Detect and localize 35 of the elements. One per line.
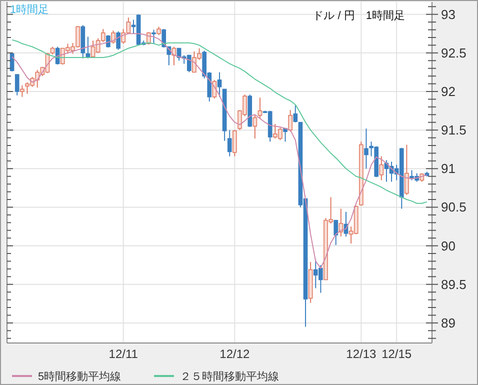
legend-label: ２５時間移動平均線 [180, 370, 279, 383]
chart-title: 1時間足 [10, 3, 50, 16]
candlestick [258, 97, 262, 119]
candlestick [111, 30, 116, 44]
candlestick [227, 130, 232, 157]
x-tick-label: 12/15 [382, 347, 412, 361]
y-tick-label: 90.5 [441, 200, 466, 215]
candlestick [364, 128, 368, 170]
candlestick [404, 144, 409, 196]
y-tick-label: 92 [441, 84, 456, 99]
legend-label: 5時間移動平均線 [38, 370, 122, 383]
y-tick-label: 92.5 [441, 45, 466, 60]
y-tick-label: 89 [441, 315, 456, 330]
text: ドル / 円 1時間足 [312, 9, 405, 22]
y-tick-label: 91.5 [441, 122, 466, 138]
x-tick-label: 12/12 [220, 347, 250, 361]
candlestick [334, 220, 338, 246]
candlestick [217, 72, 222, 98]
candlestick [288, 110, 293, 132]
candlestick [106, 34, 110, 48]
line-series [12, 39, 428, 204]
candlestick [14, 74, 20, 96]
y-tick-label: 89.5 [441, 276, 466, 292]
candlestick [116, 30, 120, 50]
candlestick [152, 29, 156, 44]
y-tick-label: 90 [441, 238, 456, 254]
candlestick [379, 156, 384, 181]
candlestick [232, 130, 237, 157]
x-tick-label: 12/11 [108, 347, 138, 361]
candlestick [252, 114, 258, 140]
candlestick [293, 104, 298, 123]
y-tick-label: 91 [441, 161, 456, 176]
x-tick-label: 12/13 [346, 347, 377, 361]
candlestick [20, 84, 24, 98]
y-tick-label: 93 [441, 6, 456, 22]
